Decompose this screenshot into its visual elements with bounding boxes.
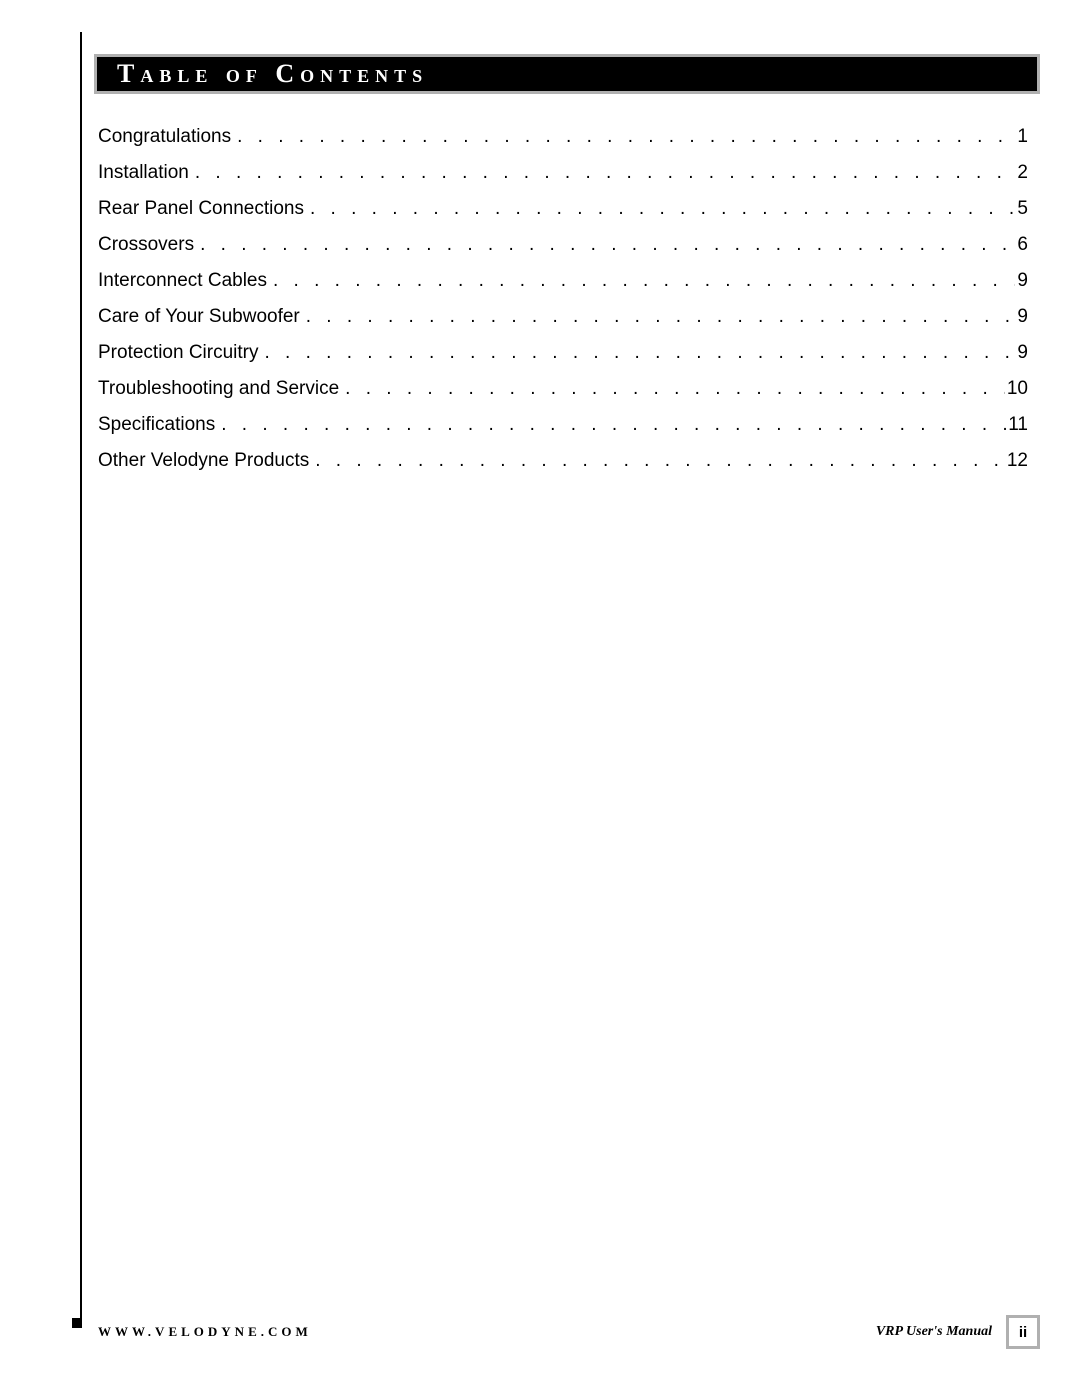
toc-page: 5: [1015, 199, 1028, 218]
toc-label: Congratulations: [98, 127, 237, 146]
toc-label: Care of Your Subwoofer: [98, 307, 306, 326]
toc-row: Other Velodyne Products . . . . . . . . …: [98, 451, 1028, 470]
toc-page: 10: [1005, 379, 1028, 398]
toc-page: 2: [1015, 163, 1028, 182]
toc-label: Protection Circuitry: [98, 343, 265, 362]
toc-label: Interconnect Cables: [98, 271, 273, 290]
toc-row: Interconnect Cables . . . . . . . . . . …: [98, 271, 1028, 290]
footer-manual-title: VRP User's Manual: [876, 1324, 992, 1340]
vertical-rule: [80, 32, 82, 1322]
page-footer: WWW.VELODYNE.COM VRP User's Manual ii: [98, 1318, 1040, 1346]
toc-dots: . . . . . . . . . . . . . . . . . . . . …: [310, 199, 1015, 218]
footer-url: WWW.VELODYNE.COM: [98, 1324, 312, 1340]
footer-page-number: ii: [1006, 1315, 1040, 1349]
toc-page: 9: [1015, 307, 1028, 326]
toc-row: Congratulations . . . . . . . . . . . . …: [98, 127, 1028, 146]
toc-label: Rear Panel Connections: [98, 199, 310, 218]
toc-page: 9: [1015, 271, 1028, 290]
toc-dots: . . . . . . . . . . . . . . . . . . . . …: [221, 415, 1006, 434]
toc-dots: . . . . . . . . . . . . . . . . . . . . …: [315, 451, 1005, 470]
title-bar: Table of Contents: [94, 54, 1040, 94]
toc-row: Installation . . . . . . . . . . . . . .…: [98, 163, 1028, 182]
toc-dots: . . . . . . . . . . . . . . . . . . . . …: [195, 163, 1016, 182]
toc-label: Troubleshooting and Service: [98, 379, 345, 398]
toc-row: Specifications . . . . . . . . . . . . .…: [98, 415, 1028, 434]
toc-row: Protection Circuitry . . . . . . . . . .…: [98, 343, 1028, 362]
toc-row: Care of Your Subwoofer . . . . . . . . .…: [98, 307, 1028, 326]
corner-bullet: [72, 1318, 82, 1328]
toc-label: Crossovers: [98, 235, 200, 254]
toc-dots: . . . . . . . . . . . . . . . . . . . . …: [306, 307, 1016, 326]
toc-label: Other Velodyne Products: [98, 451, 315, 470]
toc-label: Installation: [98, 163, 195, 182]
toc-row: Troubleshooting and Service . . . . . . …: [98, 379, 1028, 398]
toc-page: 1: [1015, 127, 1028, 146]
toc-dots: . . . . . . . . . . . . . . . . . . . . …: [237, 127, 1015, 146]
toc-page: 11: [1006, 415, 1028, 434]
toc-dots: . . . . . . . . . . . . . . . . . . . . …: [200, 235, 1015, 254]
toc-dots: . . . . . . . . . . . . . . . . . . . . …: [265, 343, 1016, 362]
table-of-contents: Congratulations . . . . . . . . . . . . …: [98, 127, 1028, 487]
title-text: Table of Contents: [117, 59, 428, 89]
page: Table of Contents Congratulations . . . …: [80, 32, 1040, 1332]
toc-row: Crossovers . . . . . . . . . . . . . . .…: [98, 235, 1028, 254]
toc-dots: . . . . . . . . . . . . . . . . . . . . …: [345, 379, 1005, 398]
toc-row: Rear Panel Connections . . . . . . . . .…: [98, 199, 1028, 218]
toc-label: Specifications: [98, 415, 221, 434]
toc-dots: . . . . . . . . . . . . . . . . . . . . …: [273, 271, 1015, 290]
toc-page: 12: [1005, 451, 1028, 470]
toc-page: 9: [1015, 343, 1028, 362]
toc-page: 6: [1015, 235, 1028, 254]
